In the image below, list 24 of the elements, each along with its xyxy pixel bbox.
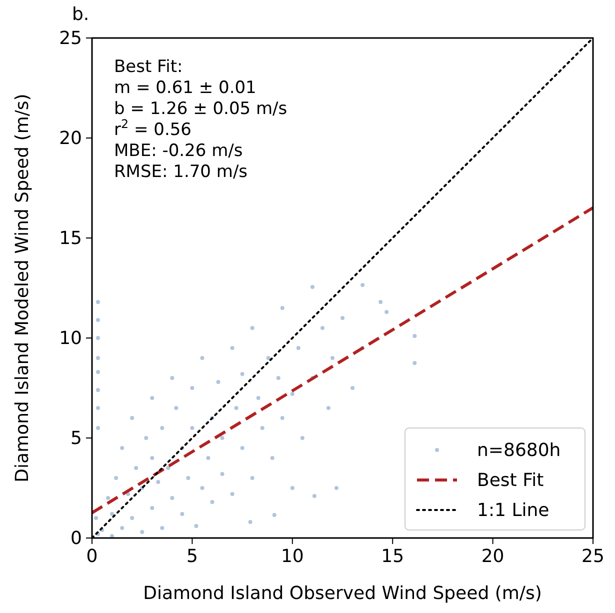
y-tick-label: 20 [59,128,82,149]
x-tick-label: 5 [186,546,198,567]
annotation: RMSE: 1.70 m/s [114,162,248,182]
y-tick-label: 5 [70,428,82,449]
legend-label: Best Fit [477,470,544,491]
legend-label: n=8680h [477,440,561,461]
x-tick-label: 10 [280,546,304,567]
y-axis-title: Diamond Island Modeled Wind Speed (m/s) [12,94,33,482]
y-tick-label: 25 [59,28,82,49]
annotation: b = 1.26 ± 0.05 m/s [114,99,288,119]
x-tick-label: 15 [381,546,404,567]
x-tick-label: 20 [481,546,504,567]
y-tick-label: 15 [59,228,82,249]
annotation: m = 0.61 ± 0.01 [114,78,256,98]
annotation: Best Fit: [114,57,183,77]
x-tick-label: 0 [86,546,98,567]
y-tick-label: 0 [70,528,82,549]
annotation: MBE: -0.26 m/s [114,141,243,161]
y-tick-label: 10 [59,328,82,349]
x-tick-label: 25 [582,546,604,567]
x-axis-title: Diamond Island Observed Wind Speed (m/s) [143,583,542,604]
annotation: r$^{2}$ = 0.56 [114,117,192,140]
chart-title: b. [72,4,90,25]
legend-label: 1:1 Line [477,500,550,521]
